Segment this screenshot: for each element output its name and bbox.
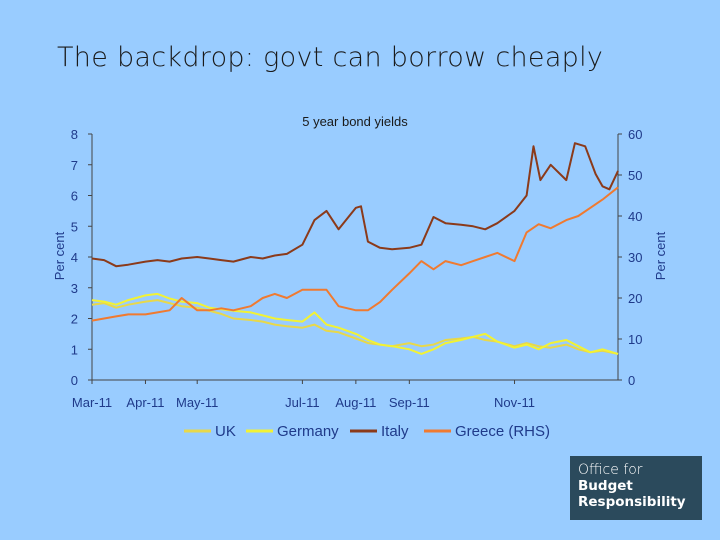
y-axis-label-right: Per cent	[653, 231, 668, 280]
y-tick-label-left: 1	[71, 342, 78, 357]
y-tick-label-left: 7	[71, 158, 78, 173]
logo-line-budget: Budget	[578, 478, 633, 494]
chart-legend: UK Germany Italy Greece (RHS)	[184, 423, 550, 440]
series-line-germany	[91, 292, 619, 355]
y-tick-label-right: 60	[628, 127, 642, 142]
y-tick-label-left: 6	[71, 189, 78, 204]
series-line-italy	[91, 142, 619, 268]
logo-line-office-for: Office for	[578, 462, 643, 478]
y-tick-label-left: 5	[71, 219, 78, 234]
x-tick-label: Apr-11	[126, 395, 164, 410]
x-tick-label: Jul-11	[285, 395, 319, 410]
legend-label-germany: Germany	[277, 423, 339, 440]
y-tick-label-left: 0	[71, 373, 78, 388]
y-tick-label-left: 3	[71, 281, 78, 296]
legend-label-italy: Italy	[381, 423, 409, 440]
y-tick-label-right: 0	[628, 373, 635, 388]
slide-title: The backdrop: govt can borrow cheaply	[57, 42, 604, 73]
y-tick-label-left: 8	[71, 127, 78, 142]
y-tick-label-right: 10	[628, 332, 642, 347]
x-tick-label: May-11	[176, 395, 218, 410]
legend-label-greece-rhs: Greece (RHS)	[455, 423, 550, 440]
series-line-uk	[91, 299, 619, 355]
x-tick-label: Sep-11	[389, 395, 430, 410]
chart-axes: 0 1 2 3 4 5 6 7 8 0 10 20 30 40 50 60 Mar-11 Apr-11 May-11…	[71, 127, 643, 410]
y-tick-label-right: 50	[628, 168, 642, 183]
legend-label-uk: UK	[215, 423, 236, 440]
series-lines	[91, 142, 619, 355]
y-tick-label-right: 30	[628, 250, 642, 265]
obr-logo: Office for Budget Responsibility	[570, 456, 702, 520]
chart-title: 5 year bond yields	[302, 114, 408, 129]
y-tick-label-right: 20	[628, 291, 642, 306]
x-tick-label: Mar-11	[72, 395, 112, 410]
x-tick-label: Nov-11	[494, 395, 535, 410]
y-tick-label-left: 2	[71, 312, 78, 327]
series-line-greece-rhs	[91, 186, 619, 322]
y-tick-label-right: 40	[628, 209, 642, 224]
logo-line-responsibility: Responsibility	[578, 494, 686, 510]
y-axis-label-left: Per cent	[52, 231, 67, 280]
x-tick-label: Aug-11	[335, 395, 376, 410]
y-tick-label-left: 4	[71, 250, 78, 265]
